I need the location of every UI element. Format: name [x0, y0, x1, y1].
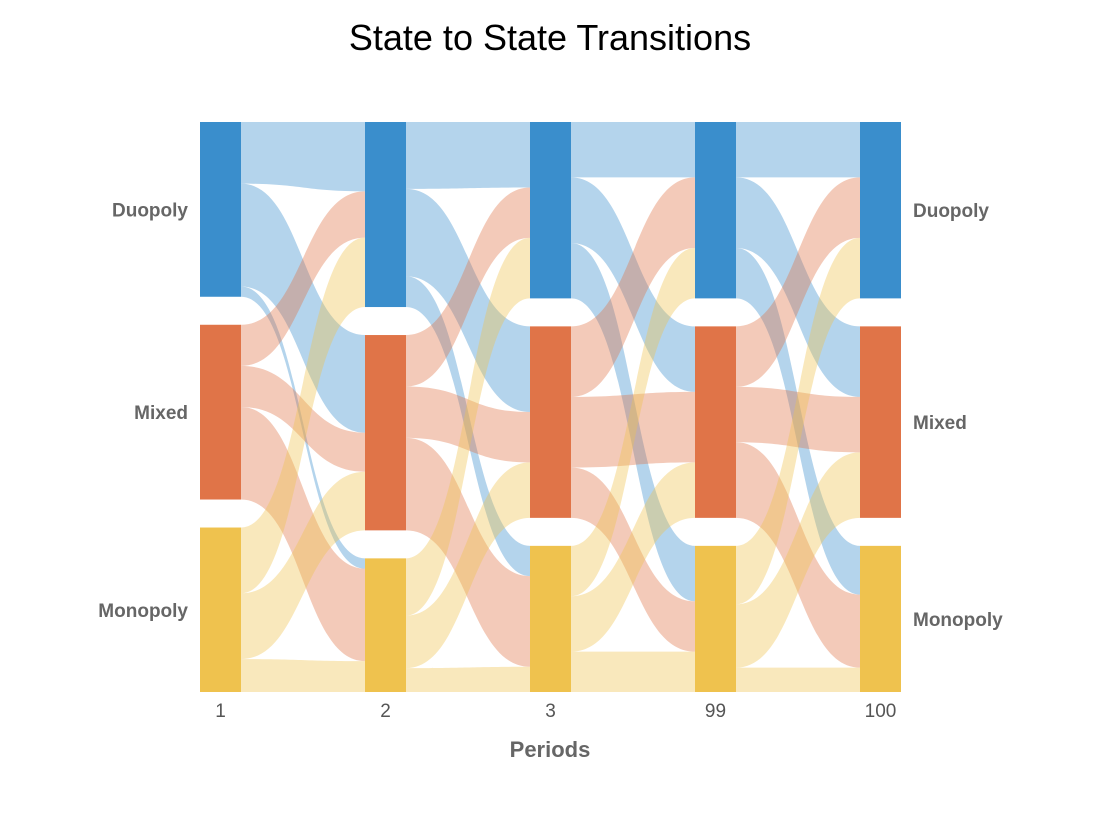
flow-duopoly-to-monopoly-1-2	[241, 286, 365, 569]
flow-monopoly-to-monopoly-2-3	[406, 666, 530, 692]
x-tick-99: 99	[705, 701, 726, 722]
flow-mixed-to-duopoly-1-2	[241, 191, 365, 366]
flow-mixed-to-duopoly-2-3	[406, 187, 530, 387]
flow-mixed-to-duopoly-3-99	[571, 177, 695, 397]
flows-layer	[241, 122, 860, 692]
node-duopoly-period-100	[860, 122, 901, 299]
flow-monopoly-to-duopoly-2-3	[406, 237, 530, 616]
flow-mixed-to-mixed-2-3	[406, 386, 530, 463]
flow-monopoly-to-duopoly-3-99	[571, 247, 695, 597]
left-label-duopoly: Duopoly	[112, 200, 188, 221]
flow-duopoly-to-mixed-99-100	[736, 177, 860, 397]
flow-monopoly-to-monopoly-1-2	[241, 659, 365, 692]
left-label-mixed: Mixed	[134, 403, 188, 424]
flow-mixed-to-monopoly-3-99	[571, 467, 695, 652]
node-mixed-period-100	[860, 326, 901, 518]
node-monopoly-period-3	[530, 545, 571, 692]
flow-mixed-to-mixed-99-100	[736, 386, 860, 453]
node-duopoly-period-1	[200, 122, 241, 297]
flow-mixed-to-duopoly-99-100	[736, 177, 860, 387]
x-tick-3: 3	[545, 701, 556, 722]
node-duopoly-period-2	[365, 122, 406, 308]
chart-title: State to State Transitions	[349, 17, 751, 58]
flow-duopoly-to-mixed-1-2	[241, 183, 365, 433]
flow-monopoly-to-monopoly-99-100	[736, 667, 860, 692]
node-mixed-period-99	[695, 326, 736, 518]
node-duopoly-period-99	[695, 122, 736, 299]
flow-duopoly-to-monopoly-2-3	[406, 276, 530, 577]
labels-layer: 1 2 3 99 100 Duopoly Mixed Monopoly Duopoly Mixed…	[98, 200, 1003, 722]
flow-duopoly-to-duopoly-99-100	[736, 122, 860, 178]
flow-duopoly-to-mixed-3-99	[571, 177, 695, 392]
flow-monopoly-to-mixed-3-99	[571, 462, 695, 652]
node-duopoly-period-3	[530, 122, 571, 299]
flow-mixed-to-monopoly-1-2	[241, 407, 365, 662]
nodes-layer	[200, 122, 901, 692]
flow-monopoly-to-mixed-2-3	[406, 462, 530, 669]
left-label-monopoly: Monopoly	[98, 601, 188, 622]
flow-duopoly-to-mixed-2-3	[406, 188, 530, 413]
flow-duopoly-to-duopoly-3-99	[571, 122, 695, 178]
right-label-mixed: Mixed	[913, 413, 967, 434]
flow-monopoly-to-mixed-1-2	[241, 471, 365, 660]
flow-duopoly-to-monopoly-99-100	[736, 247, 860, 595]
flow-monopoly-to-duopoly-99-100	[736, 237, 860, 605]
node-monopoly-period-2	[365, 558, 406, 692]
flow-monopoly-to-duopoly-1-2	[241, 237, 365, 594]
right-label-duopoly: Duopoly	[913, 201, 989, 222]
flow-mixed-to-mixed-1-2	[241, 365, 365, 472]
flow-monopoly-to-monopoly-3-99	[571, 651, 695, 692]
flow-mixed-to-monopoly-99-100	[736, 442, 860, 668]
flow-duopoly-to-monopoly-3-99	[571, 242, 695, 602]
x-tick-100: 100	[865, 701, 897, 722]
flow-mixed-to-mixed-3-99	[571, 391, 695, 468]
node-mixed-period-2	[365, 335, 406, 531]
node-mixed-period-1	[200, 324, 241, 500]
node-mixed-period-3	[530, 326, 571, 518]
flow-duopoly-to-duopoly-1-2	[241, 122, 365, 192]
x-tick-1: 1	[215, 701, 226, 722]
flow-duopoly-to-duopoly-2-3	[406, 122, 530, 189]
right-label-monopoly: Monopoly	[913, 610, 1003, 631]
node-monopoly-period-99	[695, 545, 736, 692]
flow-monopoly-to-mixed-99-100	[736, 452, 860, 668]
x-tick-2: 2	[380, 701, 391, 722]
x-axis-label: Periods	[510, 737, 591, 762]
flow-mixed-to-monopoly-2-3	[406, 437, 530, 667]
node-monopoly-period-100	[860, 545, 901, 692]
node-monopoly-period-1	[200, 527, 241, 692]
